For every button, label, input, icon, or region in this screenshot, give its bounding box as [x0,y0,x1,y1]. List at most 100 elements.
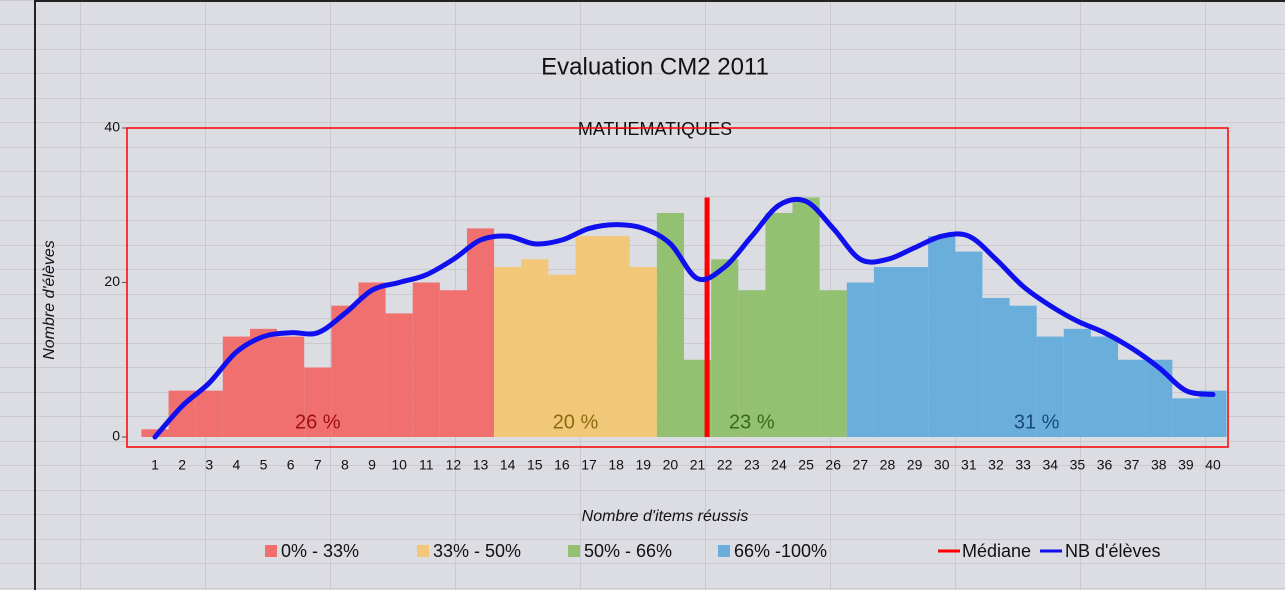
bar [602,236,630,437]
x-tick-label: 30 [934,457,950,473]
x-tick-label: 24 [771,457,787,473]
x-tick-label: 8 [341,457,349,473]
legend-swatch [568,545,580,557]
legend-label: NB d'élèves [1065,541,1160,561]
x-tick-label: 23 [744,457,760,473]
x-tick-label: 19 [636,457,652,473]
bar [331,305,359,437]
x-tick-label: 33 [1015,457,1031,473]
x-tick-label: 32 [988,457,1004,473]
y-tick-label: 40 [104,119,120,135]
y-tick-label: 0 [112,428,120,444]
bar [1036,336,1064,437]
x-tick-label: 38 [1151,457,1167,473]
bar [195,390,223,437]
bar [249,328,278,437]
share-label: 23 % [729,411,775,433]
bar [792,197,820,437]
line-series [152,196,1216,440]
bar [928,236,956,437]
legend-label: 66% -100% [734,541,827,561]
bar [982,297,1010,437]
x-tick-label: 40 [1205,457,1221,473]
x-tick-label: 17 [581,457,597,473]
bar [548,274,576,437]
bar [873,267,902,437]
legend-label: 0% - 33% [281,541,359,561]
bar [1145,359,1173,437]
share-label: 20 % [553,411,599,433]
x-tick-label: 14 [500,457,516,473]
x-tick-label: 10 [391,457,407,473]
x-tick-label: 22 [717,457,733,473]
y-tick-label: 20 [104,273,120,289]
x-tick-label: 20 [663,457,679,473]
share-label: 26 % [295,411,341,433]
legend-label: 50% - 66% [584,541,672,561]
x-tick-label: 7 [314,457,322,473]
x-tick-label: 29 [907,457,923,473]
x-tick-label: 12 [446,457,462,473]
x-tick-label: 16 [554,457,570,473]
bar [1063,328,1091,437]
x-tick-label: 28 [880,457,896,473]
x-tick-label: 6 [287,457,295,473]
legend-label: 33% - 50% [433,541,521,561]
legend-label: Médiane [962,541,1031,561]
bar [521,259,549,437]
x-tick-label: 2 [178,457,186,473]
x-tick-label: 31 [961,457,977,473]
bar [277,336,305,437]
x-tick-label: 3 [205,457,213,473]
x-tick-label: 1 [151,457,159,473]
bar [711,259,739,437]
x-tick-label: 25 [798,457,814,473]
x-tick-label: 18 [608,457,624,473]
bar [141,429,169,437]
x-tick-label: 26 [825,457,841,473]
bar [439,290,467,437]
x-tick-label: 4 [232,457,240,473]
x-tick-label: 39 [1178,457,1194,473]
x-tick-label: 13 [473,457,489,473]
bar [955,251,983,437]
bar [846,282,874,437]
x-tick-label: 27 [853,457,869,473]
legend-swatch [718,545,730,557]
x-tick-label: 35 [1070,457,1086,473]
bar [494,267,522,437]
bar [1118,359,1146,437]
x-tick-label: 15 [527,457,543,473]
x-tick-label: 11 [419,457,434,473]
legend-swatch [417,545,429,557]
x-tick-label: 21 [690,457,706,473]
bar [629,267,657,437]
x-tick-label: 5 [260,457,268,473]
bar [1090,336,1119,437]
x-tick-label: 36 [1097,457,1113,473]
bar [575,236,603,437]
plot-frame [126,127,1229,448]
y-axis-label: Nombre d'élèves [41,240,58,360]
bar [765,212,793,437]
bar [819,290,847,437]
bar [412,282,440,437]
bar [1199,390,1227,437]
share-label: 31 % [1014,411,1060,433]
bar [466,228,495,437]
chart-title: Evaluation CM2 2011 [541,53,769,80]
bar [656,212,684,437]
bar [901,267,929,437]
bar [1009,305,1037,437]
bar [304,367,332,437]
x-tick-label: 9 [368,457,376,473]
bar [1172,398,1200,437]
x-tick-label: 37 [1124,457,1140,473]
bar [738,290,766,437]
bar [358,282,386,437]
legend-swatch [265,545,277,557]
x-tick-label: 34 [1042,457,1058,473]
bar [385,313,413,437]
x-axis-label: Nombre d'items réussis [582,508,749,525]
